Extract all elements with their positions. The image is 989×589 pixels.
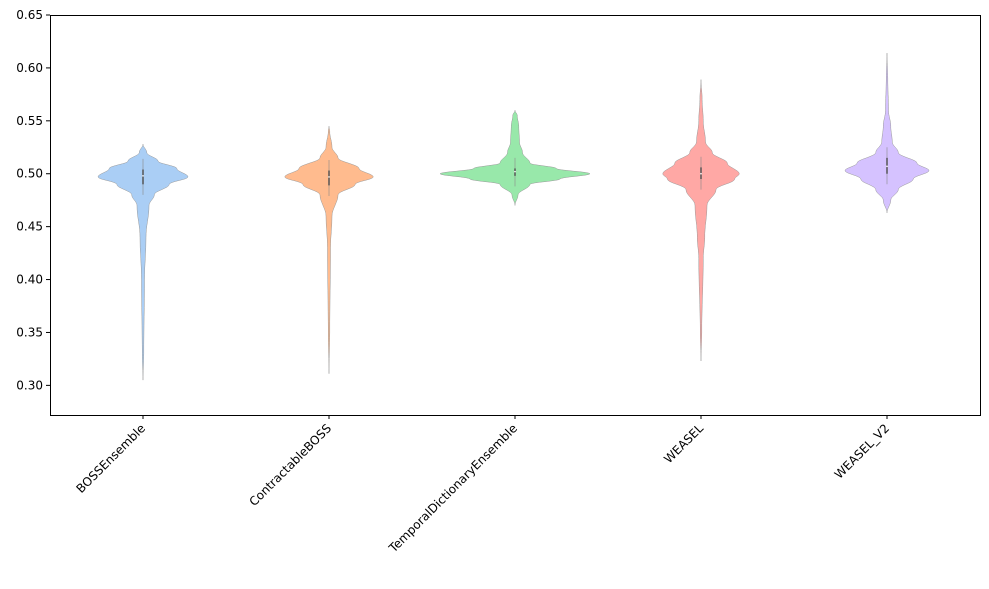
violin-TemporalDictionaryEnsemble: [439, 110, 591, 206]
violin-ContractableBOSS: [284, 126, 374, 374]
median-point: [514, 170, 516, 173]
y-tick-label: 0.55: [16, 114, 43, 128]
y-tick-label: 0.40: [16, 273, 43, 287]
x-tick-label: TemporalDictionaryEnsemble: [386, 421, 521, 556]
y-tick-label: 0.45: [16, 220, 43, 234]
violin-WEASEL_V2: [844, 53, 930, 213]
violin-WEASEL: [662, 79, 740, 361]
median-point: [142, 175, 144, 177]
y-tick-label: 0.50: [16, 167, 43, 181]
y-tick-label: 0.65: [16, 8, 43, 22]
y-axis: 0.30 0.35 0.40 0.45 0.50 0.55 0.60 0.65: [16, 8, 50, 392]
y-tick-label: 0.35: [16, 325, 43, 339]
x-tick-label: ContractableBOSS: [246, 421, 334, 509]
median-point: [328, 176, 330, 178]
x-tick-label: WEASEL: [661, 421, 706, 466]
median-point: [700, 172, 702, 175]
x-axis: BOSSEnsemble ContractableBOSS TemporalDict…: [73, 415, 892, 556]
y-tick-label: 0.60: [16, 61, 43, 75]
x-tick-label: BOSSEnsemble: [73, 421, 148, 496]
plot-frame: [50, 15, 981, 416]
y-tick-label: 0.30: [16, 378, 43, 392]
violins-layer: [97, 53, 930, 381]
violin-BOSSEnsemble: [97, 144, 189, 381]
median-point: [886, 165, 888, 168]
x-tick-label: WEASEL_V2: [832, 421, 892, 481]
